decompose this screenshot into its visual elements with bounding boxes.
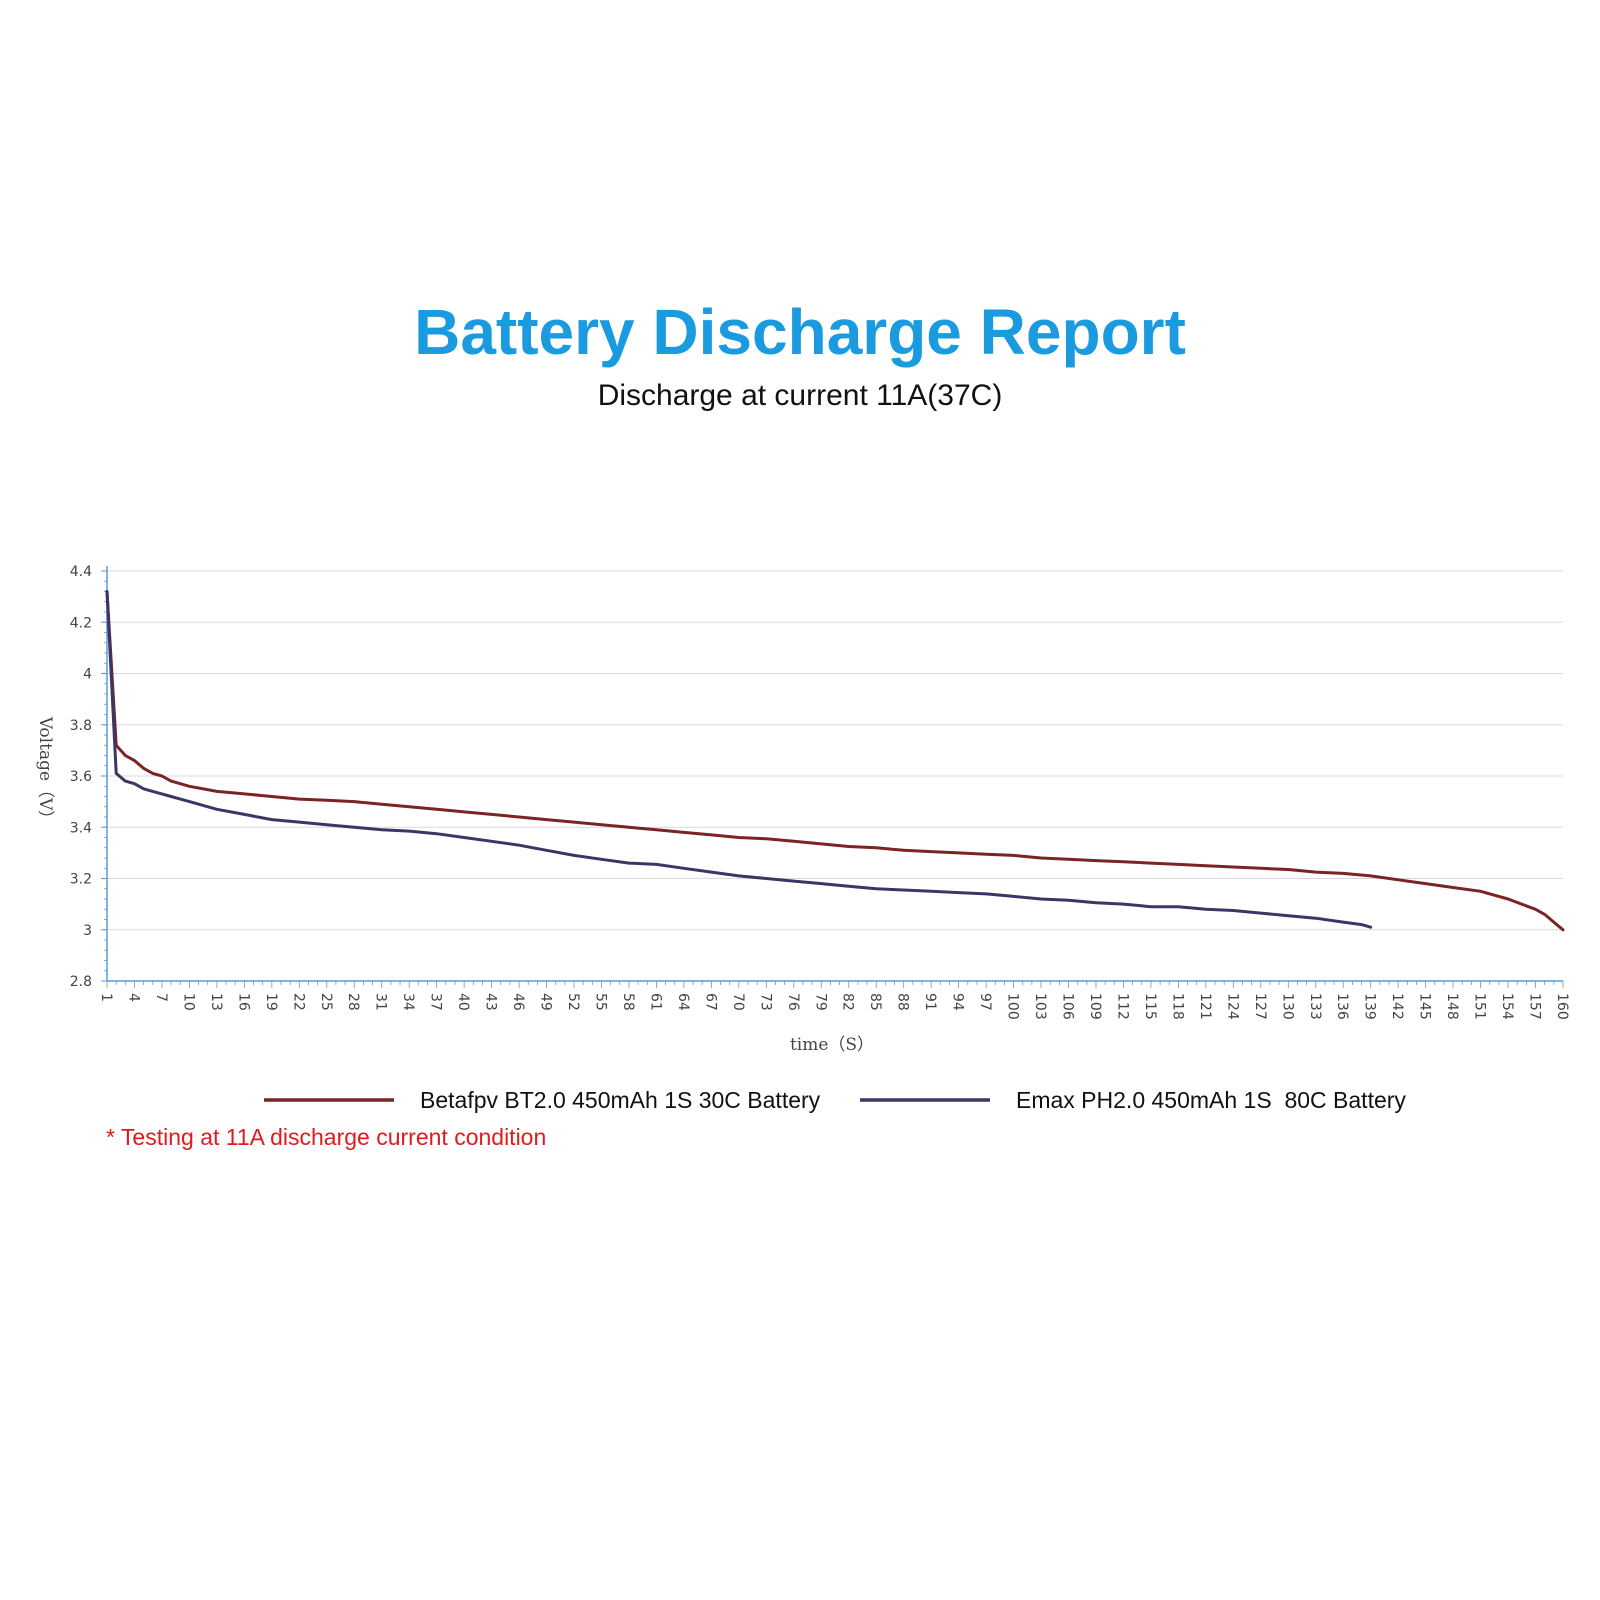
y-tick-label: 4.4 xyxy=(70,564,92,580)
x-tick-label: 79 xyxy=(812,993,828,1011)
x-tick-label: 34 xyxy=(400,993,416,1011)
x-tick-label: 28 xyxy=(345,993,361,1011)
x-tick-label: 7 xyxy=(153,993,169,1002)
x-tick-label: 22 xyxy=(290,993,306,1011)
chart-title: Battery Discharge Report xyxy=(414,296,1186,368)
y-tick-label: 2.8 xyxy=(70,974,92,990)
x-tick-label: 145 xyxy=(1417,993,1433,1020)
x-tick-label: 55 xyxy=(592,993,608,1011)
test-condition-note: * Testing at 11A discharge current condi… xyxy=(106,1124,547,1150)
x-tick-label: 100 xyxy=(1005,993,1021,1020)
x-tick-label: 127 xyxy=(1252,993,1268,1020)
x-tick-label: 154 xyxy=(1499,993,1515,1020)
x-tick-label: 88 xyxy=(895,993,911,1011)
x-tick-label: 133 xyxy=(1307,993,1323,1020)
x-tick-label: 76 xyxy=(785,993,801,1011)
x-tick-label: 97 xyxy=(977,993,993,1011)
y-tick-label: 3.8 xyxy=(70,718,92,734)
x-tick-label: 40 xyxy=(455,993,471,1011)
axes xyxy=(101,566,1564,988)
x-tick-label: 10 xyxy=(180,993,196,1011)
y-tick-label: 3.4 xyxy=(70,820,92,836)
x-tick-label: 52 xyxy=(565,993,581,1011)
x-tick-label: 112 xyxy=(1114,993,1130,1020)
y-tick-label: 3.2 xyxy=(70,872,92,888)
chart-subtitle: Discharge at current 11A(37C) xyxy=(597,379,1003,412)
x-tick-label: 85 xyxy=(867,993,883,1011)
x-tick-label: 46 xyxy=(510,993,526,1011)
x-tick-label: 148 xyxy=(1444,993,1460,1020)
gridlines xyxy=(107,570,1563,931)
x-tick-label: 31 xyxy=(373,993,389,1011)
y-tick-labels: 2.8 3 3.2 3.4 3.6 3.8 4 4.2 4.4 xyxy=(70,564,92,990)
x-tick-label: 139 xyxy=(1362,993,1378,1020)
x-tick-labels: 1 4 7 10 13 16 19 22 25 28 31 34 37 40 43 46 49 52 55 58 61 6… xyxy=(98,993,1570,1020)
x-tick-label: 70 xyxy=(730,993,746,1011)
x-tick-label: 37 xyxy=(428,993,444,1011)
x-tick-label: 121 xyxy=(1197,993,1213,1020)
x-tick-label: 19 xyxy=(263,993,279,1011)
x-tick-label: 124 xyxy=(1224,993,1240,1020)
x-tick-label: 115 xyxy=(1142,993,1158,1020)
y-tick-label: 3 xyxy=(83,923,92,939)
x-tick-label: 82 xyxy=(840,993,856,1011)
x-tick-label: 64 xyxy=(675,993,691,1011)
x-tick-label: 43 xyxy=(483,993,499,1011)
x-tick-label: 1 xyxy=(98,993,114,1002)
x-tick-label: 61 xyxy=(647,993,663,1011)
x-tick-label: 136 xyxy=(1334,993,1350,1020)
y-tick-label: 3.6 xyxy=(70,769,92,785)
x-tick-label: 130 xyxy=(1279,993,1295,1020)
x-tick-label: 49 xyxy=(538,993,554,1011)
x-tick-label: 58 xyxy=(620,993,636,1011)
x-tick-label: 151 xyxy=(1472,993,1488,1020)
y-axis-title: Voltage（V） xyxy=(35,716,55,828)
x-tick-label: 142 xyxy=(1389,993,1405,1020)
x-tick-label: 157 xyxy=(1527,993,1543,1020)
legend: Betafpv BT2.0 450mAh 1S 30C Battery Emax… xyxy=(264,1087,1406,1113)
x-axis-title: time（S） xyxy=(790,1035,874,1055)
x-tick-label: 73 xyxy=(757,993,773,1011)
x-tick-label: 16 xyxy=(235,993,251,1011)
x-tick-label: 67 xyxy=(702,993,718,1011)
x-tick-label: 13 xyxy=(208,993,224,1011)
x-tick-label: 106 xyxy=(1060,993,1076,1020)
x-tick-label: 94 xyxy=(950,993,966,1011)
x-tick-label: 91 xyxy=(922,993,938,1011)
x-tick-label: 118 xyxy=(1169,993,1185,1020)
series-line-emax xyxy=(105,590,1373,929)
x-tick-label: 25 xyxy=(318,993,334,1011)
legend-label-emax: Emax PH2.0 450mAh 1S 80C Battery xyxy=(1016,1087,1406,1113)
x-tick-label: 103 xyxy=(1032,993,1048,1020)
x-tick-label: 160 xyxy=(1554,993,1570,1020)
y-tick-label: 4 xyxy=(83,667,92,683)
series-line-betafpv xyxy=(105,590,1565,932)
legend-label-betafpv: Betafpv BT2.0 450mAh 1S 30C Battery xyxy=(420,1087,821,1113)
data-series xyxy=(105,590,1565,932)
y-tick-label: 4.2 xyxy=(70,615,92,631)
x-tick-label: 4 xyxy=(125,993,141,1002)
x-tick-label: 109 xyxy=(1087,993,1103,1020)
